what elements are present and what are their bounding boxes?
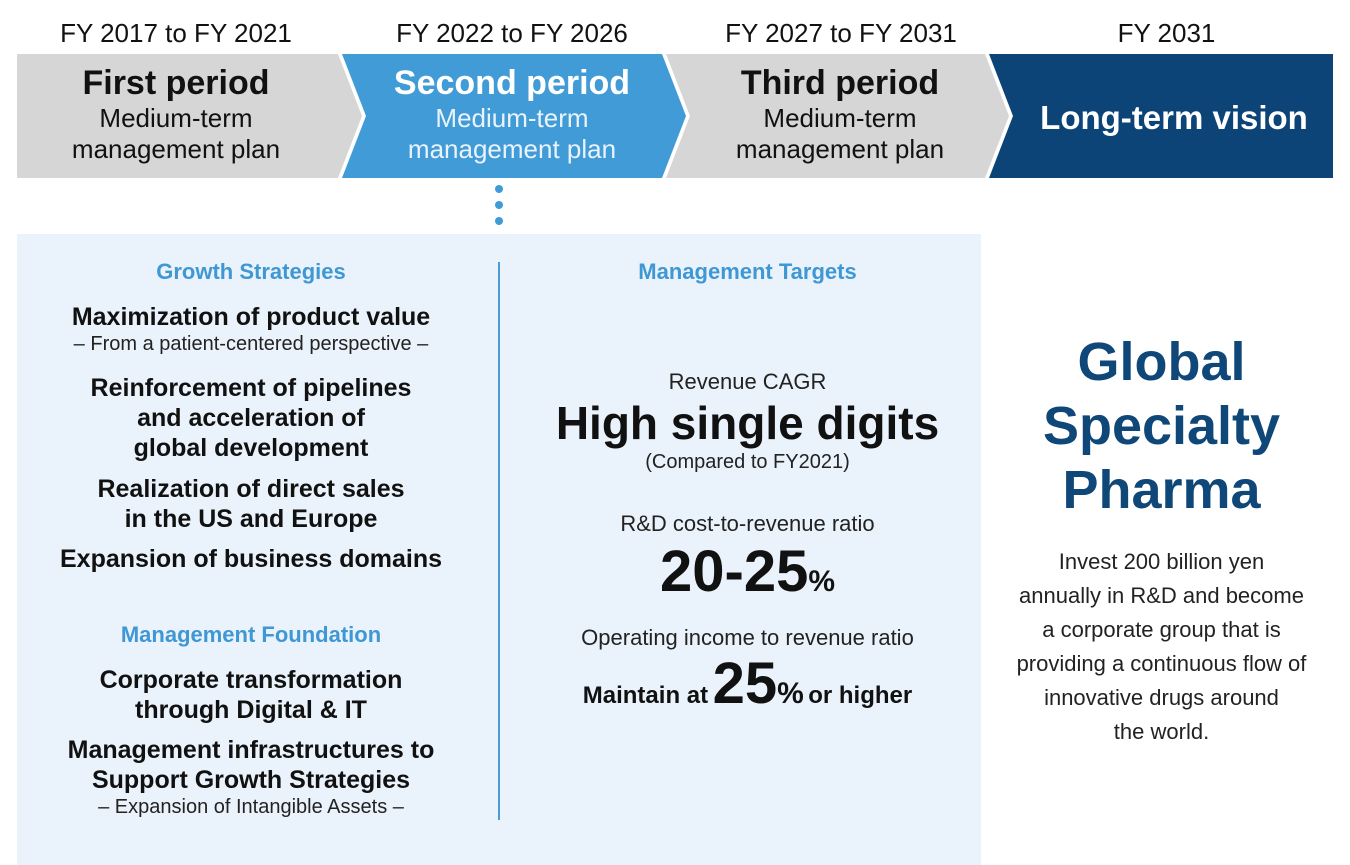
panel-divider: [498, 262, 500, 820]
rd-ratio-value: 20-25: [659, 539, 809, 604]
foundation-item-infrastructure: Management infrastructures to Support Gr…: [17, 735, 485, 819]
vision-block: Long-term vision: [1015, 98, 1333, 138]
timeline-chevrons: [17, 54, 1333, 178]
dotted-connector: [495, 185, 503, 225]
growth-strategies-heading: Growth Strategies: [156, 259, 346, 284]
foundation-item-digital-line1: Corporate transformation: [99, 666, 403, 694]
period-3-title: Third period: [740, 64, 940, 102]
foundation-item-infrastructure-line1: Management infrastructures to: [67, 736, 435, 764]
vision-body-line2: annually in R&D and become: [1019, 583, 1304, 608]
chevron-first-period: [17, 54, 362, 178]
chevron-second-period: [342, 54, 686, 178]
management-targets: Management Targets: [510, 258, 985, 286]
vision-line-3: Pharma: [1062, 460, 1261, 520]
growth-item-direct-sales: Realization of direct sales in the US an…: [17, 474, 485, 534]
vision-year: FY 2031: [1117, 18, 1216, 48]
management-targets-heading: Management Targets: [638, 259, 857, 284]
target-revenue-cagr: Revenue CAGR High single digits (Compare…: [510, 368, 985, 474]
period-1-years: FY 2017 to FY 2021: [60, 18, 292, 48]
foundation-item-infrastructure-note: – Expansion of Intangible Assets –: [98, 796, 404, 818]
vision-description: Invest 200 billion yen annually in R&D a…: [990, 545, 1333, 749]
revenue-cagr-label: Revenue CAGR: [668, 369, 827, 394]
period-2-title: Second period: [393, 64, 631, 102]
foundation-item-digital-line2: through Digital & IT: [135, 696, 367, 724]
rd-ratio-row: 20-25%: [510, 540, 985, 619]
foundation-item-infrastructure-line2: Support Growth Strategies: [91, 766, 411, 794]
growth-item-pipelines-line2: and acceleration of: [137, 404, 365, 432]
period-2-block: Second period Medium-term management pla…: [355, 63, 669, 165]
growth-item-direct-sales-line2: in the US and Europe: [124, 505, 378, 533]
period-1-subtitle-1: Medium-term: [99, 103, 253, 133]
vision-line-2: Specialty: [1042, 396, 1281, 456]
vision-body-line6: the world.: [1113, 719, 1210, 744]
growth-item-direct-sales-line1: Realization of direct sales: [97, 475, 405, 503]
growth-item-product-value-note: – From a patient-centered perspective –: [73, 333, 429, 355]
vision-line-1: Global: [1077, 332, 1246, 392]
operating-income-unit: %: [777, 677, 804, 710]
growth-item-pipelines: Reinforcement of pipelines and accelerat…: [17, 373, 485, 463]
foundation-item-digital: Corporate transformation through Digital…: [17, 665, 485, 725]
period-3-subtitle-2: management plan: [735, 134, 945, 164]
operating-income-suffix: or higher: [808, 682, 913, 709]
revenue-cagr-value: High single digits: [555, 397, 940, 449]
growth-strategies: Growth Strategies Maximization of produc…: [17, 258, 485, 574]
vision-statement: Global Specialty Pharma: [990, 330, 1333, 522]
period-1-block: First period Medium-term management plan: [17, 63, 335, 165]
vision-body-line3: a corporate group that is: [1042, 617, 1281, 642]
chevron-third-period: [666, 54, 1009, 178]
management-foundation-heading: Management Foundation: [120, 622, 382, 647]
period-2-subtitle-1: Medium-term: [435, 103, 589, 133]
period-2-years: FY 2022 to FY 2026: [396, 18, 628, 48]
vision-body-line1: Invest 200 billion yen: [1058, 549, 1265, 574]
growth-item-business-domains: Expansion of business domains: [59, 545, 443, 573]
operating-income-label: Operating income to revenue ratio: [581, 625, 914, 650]
period-2-subtitle-2: management plan: [407, 134, 617, 164]
operating-income-prefix: Maintain at: [582, 682, 709, 709]
period-3-subtitle-1: Medium-term: [763, 103, 917, 133]
operating-income-value: 25: [712, 651, 778, 716]
growth-item-pipelines-line3: global development: [133, 434, 369, 462]
growth-item-pipelines-line1: Reinforcement of pipelines: [90, 374, 412, 402]
growth-item-product-value: Maximization of product value: [71, 303, 431, 331]
rd-ratio-unit: %: [808, 565, 836, 598]
period-3-years: FY 2027 to FY 2031: [725, 18, 957, 48]
vision-body-line4: providing a continuous flow of: [1016, 651, 1307, 676]
period-1-title: First period: [82, 64, 270, 102]
revenue-cagr-note: (Compared to FY2021): [645, 451, 850, 473]
chevron-long-term-vision: [989, 54, 1333, 178]
vision-body-line5: innovative drugs around: [1044, 685, 1279, 710]
management-foundation: Management Foundation Corporate transfor…: [17, 621, 485, 819]
vision-title: Long-term vision: [1040, 99, 1308, 136]
target-rd-ratio: R&D cost-to-revenue ratio 20-25%: [510, 510, 985, 619]
period-3-block: Third period Medium-term management plan: [680, 63, 1000, 165]
operating-income-row: Maintain at 25% or higher: [510, 652, 985, 731]
period-1-subtitle-2: management plan: [71, 134, 281, 164]
rd-ratio-label: R&D cost-to-revenue ratio: [620, 511, 875, 536]
target-operating-income: Operating income to revenue ratio Mainta…: [510, 624, 985, 731]
